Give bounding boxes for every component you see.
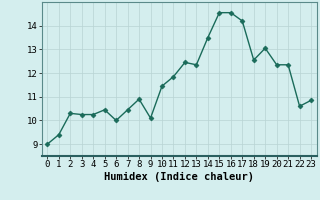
X-axis label: Humidex (Indice chaleur): Humidex (Indice chaleur) [104, 172, 254, 182]
